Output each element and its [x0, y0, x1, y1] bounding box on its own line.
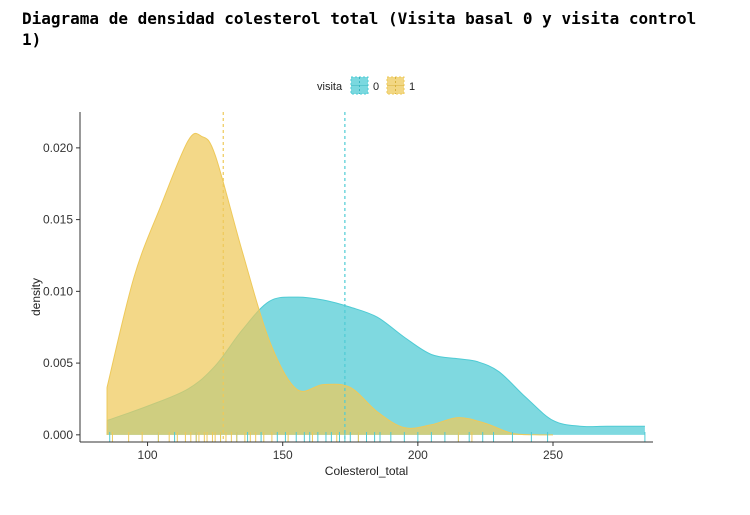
y-tick-label: 0.010	[43, 284, 73, 298]
y-tick-label: 0.020	[43, 141, 73, 155]
y-tick-label: 0.005	[43, 356, 73, 370]
legend-label-0: 0	[373, 81, 379, 93]
density-curve-1	[106, 132, 553, 436]
y-tick-label: 0.000	[43, 428, 73, 442]
legend-label-1: 1	[409, 81, 415, 93]
x-tick-label: 200	[408, 448, 428, 462]
x-tick-label: 100	[138, 448, 158, 462]
y-tick-label: 0.015	[43, 213, 73, 227]
page-title: Diagrama de densidad colesterol total (V…	[22, 9, 697, 49]
legend-title: visita	[317, 81, 343, 93]
density-area-1	[107, 133, 553, 435]
x-tick-label: 150	[273, 448, 293, 462]
x-axis-title: Colesterol_total	[325, 464, 408, 478]
legend: visita 0 1	[317, 76, 415, 95]
y-axis-title: density	[29, 278, 43, 316]
x-tick-label: 250	[543, 448, 563, 462]
